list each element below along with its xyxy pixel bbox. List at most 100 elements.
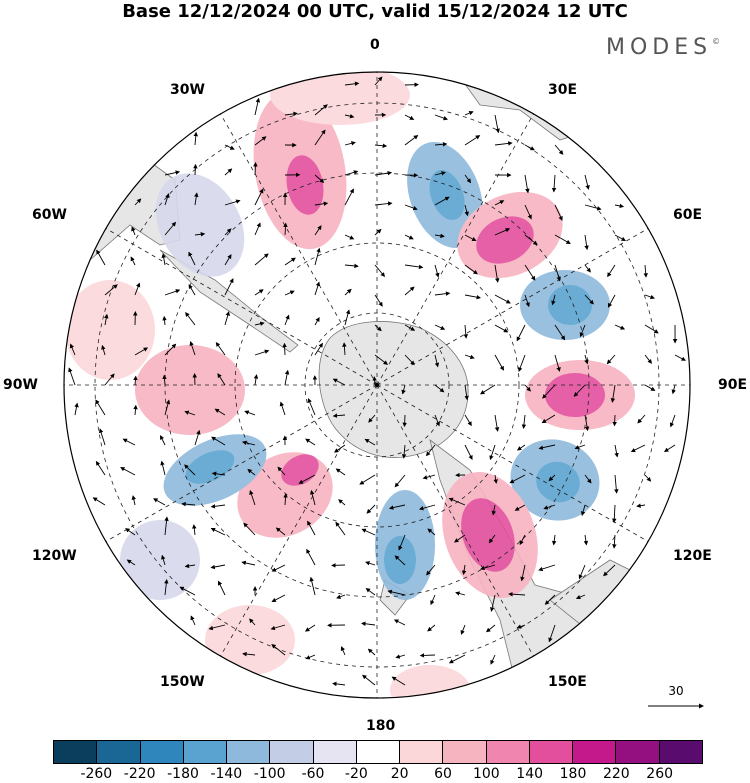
wind-vector	[284, 314, 290, 326]
wind-vector	[374, 264, 386, 278]
colorbar-tick-label: 140	[516, 766, 544, 782]
wind-vector	[74, 402, 79, 416]
lon-label-150e: 150E	[548, 674, 587, 690]
wind-vector	[464, 354, 475, 360]
anomaly-region	[536, 461, 580, 503]
wind-vector	[188, 251, 196, 266]
wind-vector	[224, 144, 235, 150]
wind-vector	[644, 474, 652, 482]
colorbar-swatch	[183, 741, 228, 763]
wind-vector	[192, 524, 197, 536]
wind-vector	[282, 342, 287, 356]
wind-vector	[98, 428, 106, 446]
wind-vector	[254, 289, 264, 296]
colorbar-swatch	[54, 741, 98, 763]
wind-vector	[464, 294, 482, 300]
wind-vector	[419, 653, 436, 658]
wind-vector	[365, 561, 376, 566]
wind-vector	[614, 203, 625, 209]
wind-vector	[427, 624, 436, 632]
wind-vector	[335, 521, 346, 536]
lon-label-90w: 90W	[3, 377, 38, 393]
wind-vector	[126, 559, 136, 566]
wind-vector	[332, 413, 346, 418]
wind-vector	[494, 354, 504, 371]
wind-vector	[194, 232, 206, 237]
wind-vector	[253, 161, 258, 176]
wind-vector	[279, 401, 286, 416]
wind-vector	[164, 516, 169, 536]
wind-vector	[96, 249, 106, 266]
wind-vector	[488, 534, 496, 544]
anomaly-region	[390, 665, 470, 698]
wind-vector	[434, 114, 448, 121]
wind-vector	[241, 560, 256, 566]
wind-vector	[524, 174, 530, 194]
colorbar-swatch	[313, 741, 357, 763]
wind-vector	[344, 288, 352, 296]
anomaly-region	[150, 375, 200, 415]
wind-vector	[554, 324, 566, 341]
wind-vector	[434, 196, 450, 206]
wind-vector	[434, 384, 445, 393]
wind-vector	[554, 264, 561, 282]
wind-vector	[464, 264, 478, 275]
wind-vector	[184, 563, 196, 569]
lon-label-30e: 30E	[548, 82, 578, 98]
wind-vector	[524, 234, 538, 246]
map-title: Base 12/12/2024 00 UTC, valid 15/12/2024…	[122, 1, 628, 22]
modes-logo: MODES©	[606, 35, 721, 60]
wind-vector	[314, 317, 320, 326]
wind-vector	[271, 564, 286, 572]
wind-vector	[68, 367, 76, 386]
wind-vector	[69, 343, 76, 356]
wind-vector	[367, 648, 376, 656]
wind-vector	[314, 247, 321, 266]
colorbar-swatch	[573, 741, 617, 763]
wind-vector	[244, 410, 256, 416]
wind-vector	[463, 324, 469, 339]
wind-vector	[514, 504, 526, 511]
anomaly-region	[548, 285, 592, 325]
wind-vector	[306, 548, 316, 566]
wind-vector	[184, 410, 196, 416]
wind-vector	[249, 489, 256, 506]
wind-vector	[448, 497, 466, 506]
wind-vector	[214, 408, 226, 416]
wind-vector	[314, 201, 329, 206]
wind-vector	[434, 233, 445, 239]
wind-vector	[215, 341, 226, 356]
wind-vector	[548, 624, 556, 643]
wind-vector	[374, 294, 383, 307]
wind-vector	[574, 444, 586, 450]
wind-vector	[254, 222, 261, 236]
wind-vector	[344, 81, 360, 86]
wind-vector	[404, 264, 424, 270]
wind-vector	[314, 225, 322, 236]
wind-vector	[164, 399, 171, 416]
wind-vector	[538, 444, 556, 450]
wind-vector	[254, 321, 265, 326]
lon-label-60w: 60W	[32, 207, 67, 223]
wind-vector	[181, 501, 196, 507]
wind-vector	[544, 594, 556, 605]
wind-vector	[454, 534, 466, 543]
wind-vector	[583, 534, 589, 546]
wind-vector	[434, 324, 446, 330]
wind-vector	[344, 141, 356, 146]
wind-vector	[663, 444, 676, 452]
wind-vector	[579, 324, 586, 338]
wind-vector	[210, 527, 226, 536]
wind-vector	[164, 221, 177, 236]
wind-vector	[284, 257, 296, 266]
colorbar-swatch	[270, 741, 314, 763]
wind-vector	[674, 354, 686, 361]
wind-vector	[584, 354, 589, 365]
anomaly-region	[155, 173, 245, 277]
wind-vector	[637, 414, 646, 424]
wind-vector	[464, 135, 481, 146]
wind-vector	[161, 253, 166, 266]
wind-vector	[314, 281, 321, 296]
wind-vector	[253, 374, 259, 386]
